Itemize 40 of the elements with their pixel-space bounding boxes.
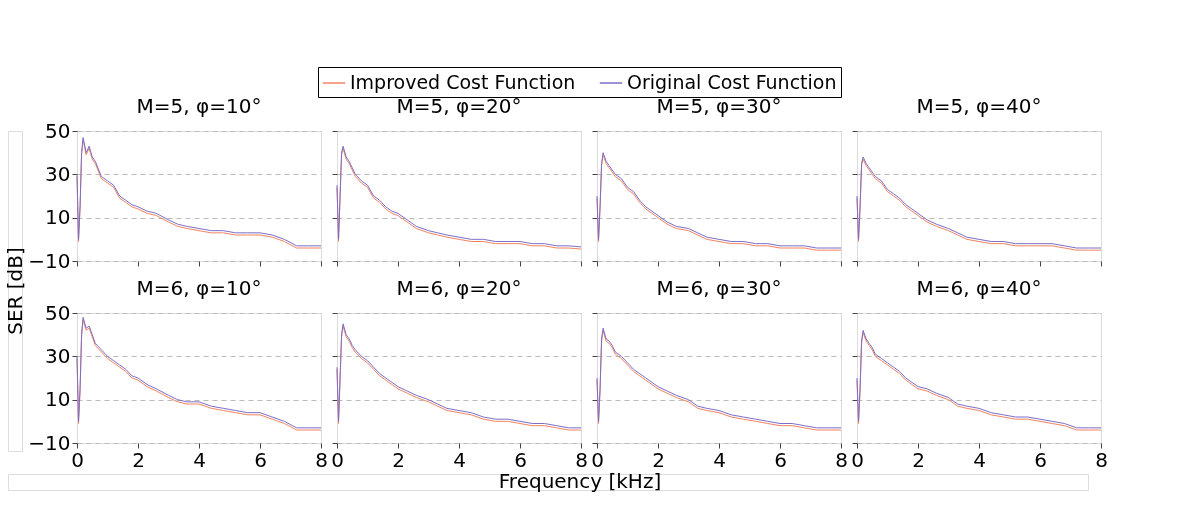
x-tick-label: 8	[575, 447, 588, 472]
x-axis-title: Frequency [kHz]	[498, 469, 662, 493]
x-tick-label: 0	[331, 447, 344, 472]
x-tick-label: 4	[453, 447, 466, 472]
x-tick-label: 0	[591, 447, 604, 472]
x-tick-label: 6	[514, 447, 527, 472]
x-tick-label: 4	[193, 447, 206, 472]
chart-title: M=6, φ=30°	[656, 275, 782, 300]
x-tick-label: 8	[315, 447, 328, 472]
y-tick-label: 10	[45, 387, 71, 412]
x-tick-label: 8	[835, 447, 848, 472]
x-tick-label: 0	[71, 447, 84, 472]
chart-title: M=5, φ=40°	[916, 93, 1042, 118]
y-tick-label: 50	[45, 300, 71, 325]
y-tick-label: 50	[45, 118, 71, 143]
chart-title: M=6, φ=20°	[396, 275, 522, 300]
chart-title: M=5, φ=30°	[656, 93, 782, 118]
x-tick-label: 2	[132, 447, 145, 472]
y-axis-title: SER [dB]	[3, 247, 27, 335]
y-tick-label: 30	[45, 343, 71, 368]
x-tick-label: 2	[392, 447, 405, 472]
legend-label: Original Cost Function	[627, 71, 837, 93]
x-tick-label: 0	[851, 447, 864, 472]
x-tick-label: 2	[652, 447, 665, 472]
legend-label: Improved Cost Function	[350, 71, 576, 93]
y-tick-label: −10	[28, 248, 71, 273]
x-tick-label: 8	[1095, 447, 1108, 472]
y-tick-label: 10	[45, 205, 71, 230]
x-tick-label: 6	[774, 447, 787, 472]
x-tick-label: 2	[912, 447, 925, 472]
chart-title: M=6, φ=10°	[136, 276, 262, 300]
chart-title: M=5, φ=20°	[396, 93, 522, 118]
y-tick-label: −10	[28, 430, 71, 455]
x-tick-label: 6	[254, 447, 267, 472]
x-tick-label: 4	[973, 447, 986, 472]
chart-title: M=6, φ=40°	[916, 275, 1042, 300]
y-tick-label: 30	[45, 161, 71, 186]
x-tick-label: 6	[1034, 447, 1047, 472]
x-tick-label: 4	[713, 447, 726, 472]
chart-title: M=5, φ=10°	[136, 94, 262, 118]
